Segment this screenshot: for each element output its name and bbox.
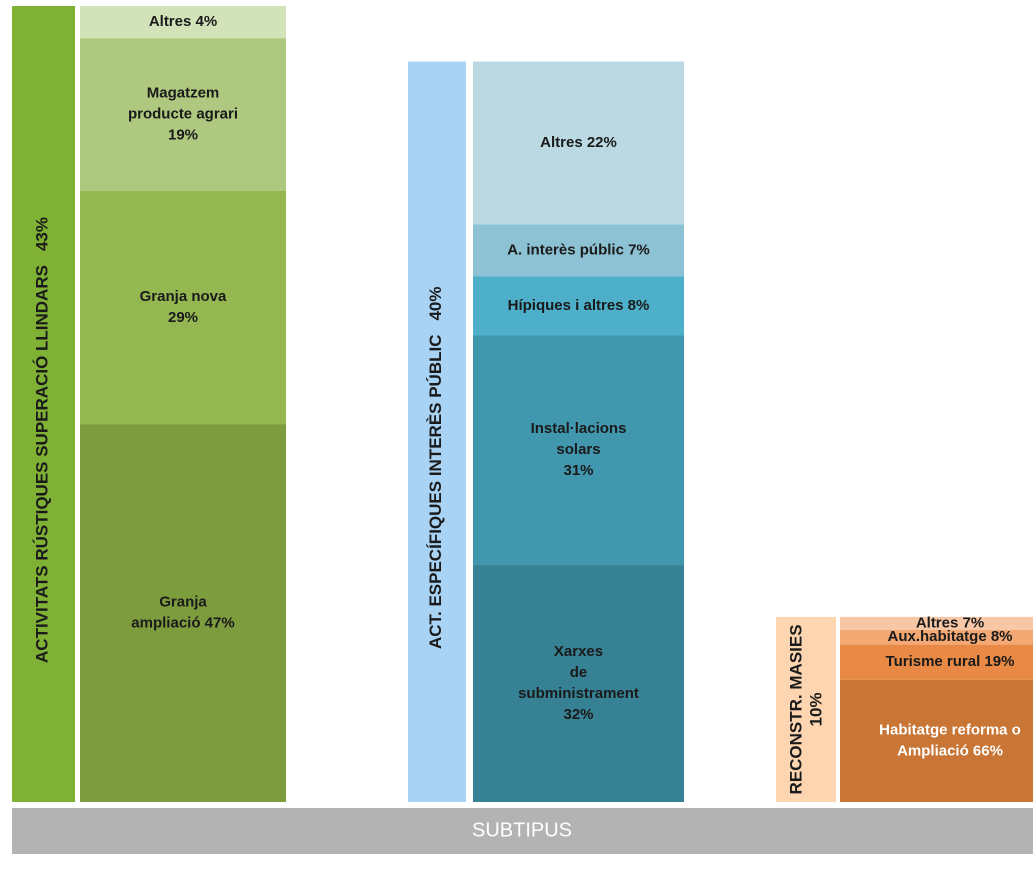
segment-label: Aux.habitatge 8% (887, 628, 1012, 645)
segment-label: Magatzem (147, 85, 220, 102)
group-bar (408, 61, 466, 802)
segment (80, 6, 286, 39)
segment-label: Altres 7% (916, 614, 984, 631)
segment-label: A. interès públic 7% (507, 241, 650, 258)
group-bar (12, 6, 75, 802)
group-label: RECONSTR. MASIES (786, 624, 805, 794)
segment-label: 29% (168, 309, 198, 326)
segment (473, 224, 684, 277)
segment (80, 190, 286, 425)
segment-label: subministrament (518, 685, 639, 702)
segment (80, 38, 286, 191)
segment-label: 19% (168, 127, 198, 144)
group-percent: 43% (33, 217, 52, 251)
segment (840, 679, 1033, 802)
segment (840, 629, 1033, 645)
segment (840, 616, 1033, 630)
segment-label: Turisme rural 19% (886, 653, 1015, 670)
segment-label: Ampliació 66% (897, 742, 1003, 759)
group-label: ACTIVITATS RÚSTIQUES SUPERACIÓ LLINDARS 4… (33, 217, 52, 663)
footer-label: SUBTIPUS (472, 819, 572, 841)
segment-label: Hípiques i altres 8% (508, 297, 650, 314)
segment-label: de (570, 664, 588, 681)
segment (840, 644, 1033, 680)
footer-bar (12, 808, 1033, 854)
group-name: ACT. ESPECÍFIQUES INTERÈS PÚBLIC (426, 335, 445, 650)
segment-label: Altres 22% (540, 134, 617, 151)
group-bar (776, 616, 836, 802)
segment-label: 32% (563, 706, 593, 723)
group-label: ACT. ESPECÍFIQUES INTERÈS PÚBLIC 40% (426, 286, 445, 649)
segment (473, 276, 684, 336)
segment-label: Instal·lacions (531, 420, 627, 437)
segment-label: ampliació 47% (131, 615, 234, 632)
segment (80, 424, 286, 802)
segment-label: Xarxes (554, 643, 603, 660)
group-percent: 10% (806, 692, 825, 726)
segment-label: solars (556, 441, 600, 458)
segment (473, 335, 684, 566)
segment-label: Granja (159, 594, 207, 611)
segment-label: Altres 4% (149, 13, 217, 30)
segment (473, 565, 684, 802)
segment-label: Granja nova (140, 288, 227, 305)
segment-label: Habitatge reforma o (879, 721, 1021, 738)
group-percent: 40% (426, 286, 445, 320)
segment-label: producte agrari (128, 106, 238, 123)
segment (473, 61, 684, 225)
segment-label: 31% (563, 462, 593, 479)
group-name: ACTIVITATS RÚSTIQUES SUPERACIÓ LLINDARS (33, 265, 52, 663)
